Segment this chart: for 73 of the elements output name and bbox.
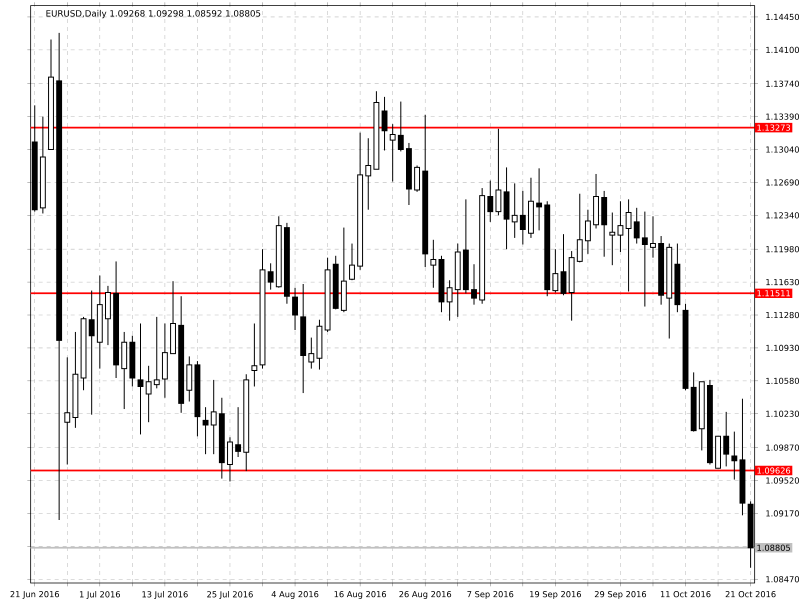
y-tick-label: 1.13040 — [766, 146, 799, 153]
candlestick — [88, 290, 95, 416]
x-tick-label: 21 Jun 2016 — [10, 591, 60, 599]
x-tick-label: 25 Jul 2016 — [207, 591, 253, 599]
x-tick-label: 29 Sep 2016 — [594, 591, 646, 599]
candlestick — [609, 212, 616, 266]
candlestick — [495, 128, 502, 216]
candlestick — [471, 264, 477, 306]
candlestick — [576, 193, 583, 263]
y-tick-label: 1.08470 — [766, 576, 799, 582]
candlestick — [512, 182, 518, 238]
ref-line-label: 1.13273 — [757, 124, 790, 131]
candlestick — [560, 234, 566, 296]
candlestick — [138, 322, 144, 435]
y-tick-label: 1.14100 — [766, 46, 799, 53]
ref-line-label: 1.09626 — [757, 467, 790, 474]
y-tick-label: 1.10580 — [766, 378, 799, 384]
candlestick — [487, 180, 494, 222]
x-tick-label: 11 Oct 2016 — [660, 591, 711, 598]
candlestick — [731, 431, 738, 480]
x-tick-label: 16 Aug 2016 — [334, 591, 386, 599]
x-tick-label: 26 Aug 2016 — [399, 591, 452, 599]
y-tick-label: 1.13740 — [766, 80, 799, 87]
candlestick — [446, 280, 453, 322]
x-tick-label: 1 Jul 2016 — [80, 591, 120, 599]
y-tick-label: 1.12340 — [766, 212, 799, 218]
candlestick — [349, 243, 355, 281]
candlestick — [154, 316, 160, 389]
candlestick — [292, 287, 298, 331]
candlestick — [634, 207, 640, 244]
ref-line-label: 1.08805 — [757, 544, 790, 551]
x-tick-label: 7 Sep 2016 — [467, 591, 514, 599]
y-tick-label: 1.14450 — [766, 14, 799, 20]
y-tick-label: 1.11980 — [766, 246, 799, 252]
candlestick — [584, 209, 591, 254]
x-tick-label: 21 Oct 2016 — [726, 591, 776, 598]
candlestick — [414, 165, 420, 192]
y-tick-label: 1.11630 — [766, 278, 799, 286]
y-tick-label: 1.10230 — [766, 410, 799, 417]
candlestick — [146, 365, 152, 423]
candlestick — [268, 262, 274, 290]
candlestick — [210, 379, 217, 455]
candlestick — [382, 96, 388, 151]
candlestick — [618, 200, 624, 253]
candlestick — [365, 138, 372, 210]
candlestick — [723, 411, 730, 467]
y-tick-label: 1.09520 — [766, 477, 799, 484]
candlestick — [390, 124, 396, 182]
candlestick — [650, 216, 656, 258]
y-tick-label: 1.11280 — [766, 312, 799, 318]
candlestick — [235, 406, 242, 458]
candlestick — [227, 436, 233, 482]
ref-line-label: 1.11511 — [757, 290, 790, 296]
candlestick — [536, 168, 542, 231]
y-tick-label: 1.10930 — [766, 344, 799, 352]
candlestick — [308, 337, 314, 370]
candlestick — [251, 322, 258, 387]
candlestick — [398, 101, 404, 152]
chart-title: EURUSD,Daily 1.09268 1.09298 1.08592 1.08805 — [46, 10, 260, 18]
x-tick-label: 19 Sep 2016 — [530, 591, 582, 599]
candlestick — [430, 239, 436, 288]
candlestick — [202, 406, 209, 455]
candlestick — [64, 356, 70, 466]
x-tick-label: 4 Aug 2016 — [272, 591, 318, 599]
candlestick — [552, 248, 558, 293]
y-tick-label: 1.12690 — [766, 179, 799, 186]
candlestick — [626, 198, 632, 292]
y-tick-label: 1.09170 — [766, 510, 799, 517]
candlestick — [520, 190, 526, 245]
candlestick — [642, 211, 648, 308]
y-tick-label: 1.13390 — [766, 113, 799, 120]
x-tick-label: 13 Jul 2016 — [142, 591, 188, 599]
y-tick-label: 1.09870 — [766, 444, 799, 451]
